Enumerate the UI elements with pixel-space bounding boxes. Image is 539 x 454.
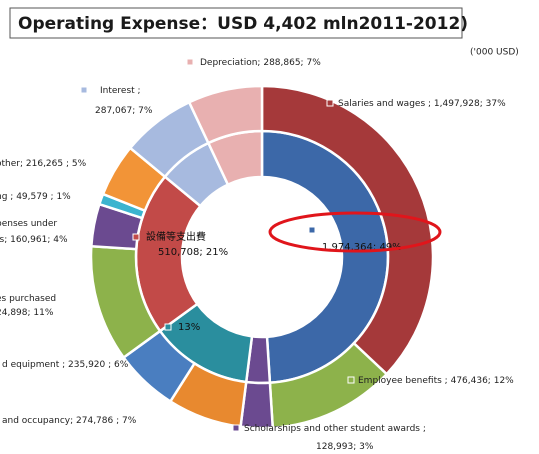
category-label: Salaries and wages ; <box>338 99 431 109</box>
legend-marker <box>80 86 88 94</box>
slice-label: 24,898; 11% <box>0 308 54 318</box>
slice-label: 128,993; 3% <box>316 442 374 452</box>
legend-marker <box>186 58 194 66</box>
category-label: Employee benefits ; <box>358 376 448 386</box>
title-box <box>9 7 463 39</box>
slice-label: Scholarships and other student awards ; <box>244 424 426 434</box>
category-label: 設備等支出費 <box>146 230 206 243</box>
slice-label: d equipment ; 235,920 ; 6% <box>2 360 129 370</box>
legend-marker <box>232 424 240 432</box>
unit-label: ('000 USD) <box>470 48 519 58</box>
percent-label: 7% <box>122 416 137 426</box>
slice-label: Salaries and wages ; 1,497,928; 37% <box>338 99 506 109</box>
amount-label: 128,993; <box>316 442 356 452</box>
slice-label: 1,974,364; 49% <box>322 242 402 253</box>
slice-label: 設備等支出費 <box>146 230 206 243</box>
amount-label: 274,786 ; <box>76 416 119 426</box>
legend-marker <box>347 376 355 384</box>
category-label: and occupancy; <box>2 416 73 426</box>
amount-label: ts; 160,961; <box>0 235 50 245</box>
percent-label: 13% <box>178 322 200 333</box>
slice-label: es purchased <box>0 294 56 304</box>
amount-label: 288,865; <box>263 58 303 68</box>
percent-label: 11% <box>33 308 53 318</box>
amount-label: 49,579 ; <box>16 192 53 202</box>
percent-label: 12% <box>494 376 514 386</box>
category-label: es purchased <box>0 294 56 304</box>
amount-label: 510,708; <box>158 247 203 258</box>
slice-label: 287,067; 7% <box>95 106 153 116</box>
percent-label: 49% <box>379 242 401 253</box>
percent-label: 5% <box>72 159 87 169</box>
amount-label: 287,067; <box>95 106 135 116</box>
slices <box>89 84 435 430</box>
amount-label: 1,974,364; <box>322 242 376 253</box>
percent-label: 7% <box>306 58 321 68</box>
category-label: other; <box>0 159 23 169</box>
percent-label: 6% <box>114 360 129 370</box>
category-label: ng ; <box>0 192 13 202</box>
slice-label: 13% <box>178 322 200 333</box>
chart-title: Operating Expense：USD 4,402 mln2011-2012… <box>18 14 468 34</box>
donut-slice <box>187 84 264 145</box>
category-label: Depreciation; <box>200 58 260 68</box>
amount-label: 1,497,928; <box>434 99 483 109</box>
category-label: penses under <box>0 219 57 229</box>
legend-marker <box>132 233 140 241</box>
percent-label: 1% <box>56 192 71 202</box>
labels: 1,974,364; 49% 13% 設備等支出費 510,708; 21% S… <box>0 58 514 452</box>
amount-label: 24,898; <box>0 308 31 318</box>
category-label: d equipment ; <box>2 360 65 370</box>
category-label: Interest ; <box>100 86 141 96</box>
legend-marker <box>326 99 334 107</box>
percent-label: 4% <box>53 235 68 245</box>
slice-label: Depreciation; 288,865; 7% <box>200 58 321 68</box>
legend-marker <box>308 226 316 234</box>
slice-label: 510,708; 21% <box>158 247 228 258</box>
slice-label: Interest ; <box>100 86 141 96</box>
percent-label: 21% <box>206 247 228 258</box>
category-label: Scholarships and other student awards ; <box>244 424 426 434</box>
percent-label: 3% <box>359 442 374 452</box>
amount-label: 476,436; <box>451 376 491 386</box>
slice-label: ng ; 49,579 ; 1% <box>0 192 71 202</box>
slice-label: ts; 160,961; 4% <box>0 235 68 245</box>
amount-label: 235,920 ; <box>68 360 111 370</box>
donut-slice <box>260 84 435 376</box>
slice-label: and occupancy; 274,786 ; 7% <box>2 416 137 426</box>
percent-label: 7% <box>138 106 153 116</box>
legend-marker <box>164 323 172 331</box>
slice-label: penses under <box>0 219 57 229</box>
amount-label: 216,265 ; <box>26 159 69 169</box>
slice-label: Employee benefits ; 476,436; 12% <box>358 376 514 386</box>
slice-label: other; 216,265 ; 5% <box>0 159 87 169</box>
highlight-ellipse <box>268 211 442 253</box>
percent-label: 37% <box>486 99 506 109</box>
